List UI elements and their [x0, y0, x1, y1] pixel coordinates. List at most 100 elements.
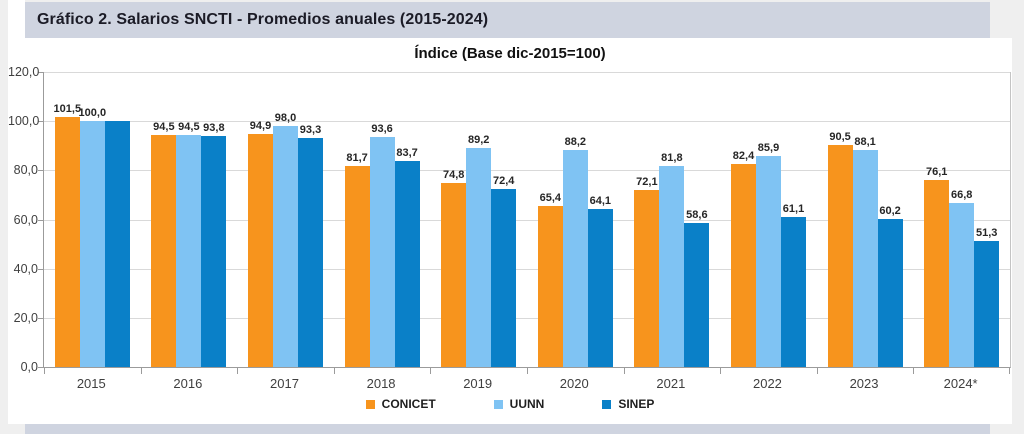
x-axis-tick [527, 368, 528, 374]
legend-item-sinep: SINEP [602, 397, 654, 411]
bar-conicet: 72,1 [634, 176, 660, 367]
bar-conicet: 74,8 [441, 169, 467, 367]
y-axis-tick [38, 170, 43, 172]
y-axis-tick [38, 367, 43, 368]
bar-group-2020: 65,4 88,2 64,1 [527, 72, 624, 367]
bar-label: 72,1 [636, 175, 658, 188]
plot-area: 101,5 100,0 94,5 94,5 93,8 94,9 98,0 93,3 81,7 93… [38, 72, 1011, 374]
bar-label: 66,8 [950, 188, 973, 201]
bar-label: 93,8 [203, 122, 225, 135]
bar-label: 81,7 [346, 152, 368, 165]
gridline [44, 317, 1010, 319]
bar-sinep: 60,2 [877, 205, 903, 367]
bar-sinep: 64,1 [587, 195, 613, 367]
bar-group-2017: 94,9 98,0 93,3 [237, 72, 334, 367]
x-axis-label-2017: 2017 [270, 376, 299, 391]
bar-group-2016: 94,5 94,5 93,8 [141, 72, 238, 367]
bar-group-2019: 74,8 89,2 72,4 [430, 72, 527, 367]
bar-label: 76,1 [925, 165, 948, 178]
bar-uunn: 89,2 [466, 134, 492, 367]
gridline [44, 72, 1010, 73]
gridline [44, 121, 1010, 123]
x-axis-tick [913, 368, 915, 374]
bar-uunn: 93,6 [369, 123, 395, 367]
bar-sinep [104, 121, 130, 367]
x-axis-label-2022: 2022 [752, 376, 782, 391]
x-axis-label-2018: 2018 [366, 376, 396, 391]
bar-group-2021: 72,1 81,8 58,6 [624, 72, 721, 367]
bar-group-2022: 82,4 85,9 61,1 [720, 72, 817, 367]
bar-sinep: 58,6 [684, 209, 710, 367]
y-axis-tick [38, 317, 43, 319]
x-axis-label-2016: 2016 [173, 376, 203, 391]
y-axis-label: 120,0 [8, 65, 40, 79]
bar-label: 58,6 [686, 208, 708, 221]
bar-conicet: 82,4 [730, 150, 756, 367]
bar-uunn: 100,0 [79, 107, 106, 367]
chart: Índice (Base dic-2015=100) 101,5 100,0 94,… [8, 38, 1012, 424]
legend-swatch-conicet [365, 399, 375, 409]
bar-sinep: 93,8 [201, 122, 227, 367]
y-axis-tick [38, 121, 43, 123]
bar-uunn: 85,9 [755, 142, 781, 367]
x-axis-label-2024*: 2024* [943, 376, 978, 391]
bar-conicet: 65,4 [537, 192, 563, 367]
y-axis-label: 60,0 [13, 212, 38, 227]
chart-title: Índice (Base dic-2015=100) [400, 44, 620, 72]
bar-label: 89,2 [467, 133, 490, 146]
bar-sinep: 72,4 [491, 175, 517, 367]
x-axis-label-2020: 2020 [559, 376, 589, 391]
bar-uunn: 88,2 [562, 136, 588, 367]
bar-label: 98,0 [274, 112, 297, 125]
bar-sinep: 83,7 [394, 147, 420, 367]
x-axis-tick [44, 368, 45, 374]
x-axis-label-2021: 2021 [656, 376, 686, 391]
legend-item-uunn: UUNN [493, 397, 544, 411]
legend-item-conicet: CONICET [365, 397, 436, 411]
bar-label: 100,0 [78, 107, 107, 120]
bar-group-2023: 90,5 88,1 60,2 [817, 72, 914, 367]
chart-title-row: Índice (Base dic-2015=100) [8, 44, 1012, 72]
y-axis-label: 20,0 [13, 310, 38, 325]
bar-group-2015: 101,5 100,0 [44, 72, 141, 367]
bar-label: 90,5 [829, 130, 851, 143]
x-axis-tick [623, 368, 625, 374]
gridline [44, 268, 1010, 270]
legend-label: CONICET [381, 397, 436, 411]
bar-sinep: 51,3 [974, 227, 1000, 367]
bar-uunn: 94,5 [176, 121, 202, 367]
bar-label: 94,5 [153, 120, 175, 133]
bar-label: 88,2 [564, 136, 587, 149]
bar-conicet: 81,7 [344, 152, 370, 367]
bar-label: 74,8 [442, 169, 465, 182]
x-axis-tick [140, 368, 142, 374]
bar-label: 64,1 [589, 195, 612, 208]
bar-label: 82,4 [732, 150, 755, 163]
y-axis-label: 100,0 [8, 114, 40, 129]
legend-label: SINEP [618, 397, 655, 411]
bar-group-2018: 81,7 93,6 83,7 [334, 72, 431, 367]
bar-label: 94,9 [249, 119, 272, 132]
bar-conicet: 94,9 [247, 120, 273, 367]
y-axis-tick [38, 268, 43, 270]
bar-group-2024*: 76,1 66,8 51,3 [913, 72, 1010, 367]
bar-uunn: 81,8 [659, 152, 685, 367]
bar-label: 93,6 [371, 122, 393, 135]
bar-conicet: 94,5 [151, 121, 177, 367]
bottom-band [25, 424, 990, 434]
header-left-gap [8, 0, 25, 38]
legend-swatch-sinep [602, 399, 612, 409]
bar-label: 85,9 [757, 141, 780, 154]
bar-label: 93,3 [299, 123, 322, 136]
gridline [44, 170, 1010, 172]
bar-label: 60,2 [879, 205, 901, 218]
x-axis-tick [430, 368, 432, 374]
legend-swatch-uunn [493, 399, 503, 409]
bar-sinep: 61,1 [780, 203, 806, 367]
page-title: Gráfico 2. Salarios SNCTI - Promedios an… [37, 11, 489, 28]
x-axis-tick [1009, 368, 1010, 374]
y-axis-label: 0,0 [20, 360, 38, 374]
gridline [44, 219, 1010, 221]
chart-header-band: Gráfico 2. Salarios SNCTI - Promedios an… [25, 2, 990, 38]
